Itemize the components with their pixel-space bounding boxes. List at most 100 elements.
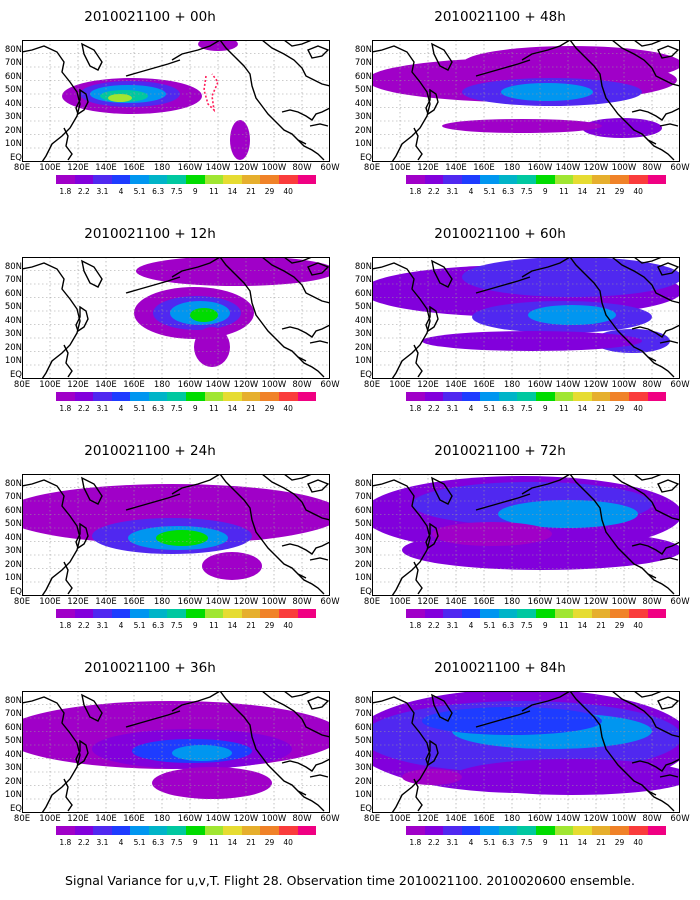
map-panel: 2010021100 + 36h 80N 70N 60N 50N 40N 30N 20N 10N… (0, 651, 340, 863)
latitude-label: 60N (354, 288, 372, 299)
longitude-label: 80W (292, 814, 312, 824)
colorbar-swatch (610, 392, 629, 401)
coastline (611, 691, 680, 738)
longitude-label: 140W (205, 814, 231, 824)
colorbar-label: 14 (577, 838, 588, 847)
colorbar-swatch (167, 392, 187, 401)
latitude-label: 60N (354, 71, 372, 82)
coastline (307, 479, 330, 493)
longitude-label: 160E (473, 380, 495, 390)
colorbar-swatch (610, 175, 629, 184)
map-panel: 2010021100 + 48h 80N 70N 60N 50N 40N 30N 20N 10N… (350, 0, 690, 212)
longitude-label: 160E (123, 814, 145, 824)
colorbar (56, 392, 317, 401)
coastline (569, 257, 657, 362)
coastline (413, 561, 423, 595)
colorbar-swatch (480, 609, 499, 618)
colorbar-swatch (148, 175, 168, 184)
colorbar-swatch (297, 175, 317, 184)
colorbar-label: 21 (246, 621, 256, 630)
colorbar-swatch (628, 609, 648, 618)
colorbar-swatch (111, 392, 131, 401)
latitude-label: 30N (4, 546, 22, 556)
longitude-label: 80E (363, 380, 381, 390)
map-frame (22, 257, 330, 379)
longitude-label: 60W (670, 163, 690, 173)
colorbar-swatch (536, 175, 555, 184)
colorbar-label: 3.1 (446, 187, 459, 196)
coastline (425, 522, 439, 550)
latitude-label: 80N (354, 44, 372, 55)
latitude-label: 60N (354, 722, 372, 733)
coastline (309, 340, 329, 344)
colorbar-label: 40 (283, 621, 293, 630)
colorbar-label: 1.8 (409, 838, 422, 847)
latitude-label: 70N (354, 492, 372, 502)
coastline (171, 474, 221, 495)
longitude-label: 60W (320, 380, 340, 390)
colorbar-label: 6.3 (502, 838, 515, 847)
map-panel: 2010021100 + 72h 80N 70N 60N 50N 40N 30N 20N 10N… (350, 434, 690, 646)
colorbar-swatch (93, 175, 112, 184)
panel-title: 2010021100 + 12h (84, 226, 216, 242)
colorbar-label: 14 (577, 404, 588, 413)
colorbar-label: 7.5 (520, 187, 533, 196)
colorbar-label: 14 (227, 187, 238, 196)
colorbar-swatch (554, 826, 574, 835)
latitude-label: 30N (354, 329, 372, 339)
coastline (261, 257, 330, 304)
latitude-label: 50N (354, 519, 372, 529)
panel-title: 2010021100 + 36h (84, 660, 216, 676)
longitude-label: 120E (67, 163, 89, 173)
colorbar-swatch (148, 826, 168, 835)
colorbar-label: 4 (118, 187, 124, 196)
longitude-label: 120W (233, 597, 259, 607)
latitude-label: EQ (9, 803, 22, 814)
variance-contour (230, 120, 250, 160)
map-frame (372, 257, 680, 379)
longitude-label: 100E (389, 597, 411, 607)
colorbar-label: 6.3 (152, 838, 165, 847)
colorbar-swatch (406, 392, 425, 401)
map-frame (22, 474, 330, 596)
colorbar-swatch (628, 826, 648, 835)
colorbar-label: 29 (264, 838, 275, 847)
colorbar-swatch (498, 392, 518, 401)
coastline (81, 259, 103, 288)
colorbar-swatch (461, 826, 481, 835)
colorbar-swatch (297, 826, 317, 835)
colorbar-label: 3.1 (446, 404, 459, 413)
colorbar-label: 5.1 (483, 838, 496, 847)
colorbar-swatch (536, 609, 555, 618)
colorbar-swatch (241, 826, 261, 835)
coastline (647, 573, 675, 595)
colorbar-label: 9 (542, 404, 548, 413)
coastline (431, 693, 453, 722)
colorbar-label: 11 (209, 404, 219, 413)
colorbar-label: 29 (614, 187, 625, 196)
longitude-label: 80E (363, 814, 381, 824)
map-panel: 2010021100 + 60h 80N 70N 60N 50N 40N 30N 20N 10N… (350, 217, 690, 429)
colorbar-swatch (424, 175, 444, 184)
colorbar-label: 4 (468, 621, 474, 630)
colorbar-label: 9 (542, 838, 548, 847)
colorbar-label: 2.2 (427, 404, 440, 413)
latitude-label: 10N (4, 790, 22, 800)
colorbar-swatch (591, 826, 611, 835)
colorbar-label: 9 (542, 621, 548, 630)
colorbar-swatch (74, 609, 94, 618)
colorbar-swatch (647, 826, 667, 835)
latitude-label: EQ (359, 586, 372, 597)
colorbar (406, 392, 667, 401)
colorbar-swatch (111, 175, 131, 184)
longitude-label: 80E (13, 163, 31, 173)
coastline (413, 127, 423, 161)
latitude-label: 60N (4, 71, 22, 82)
colorbar-label: 40 (283, 404, 293, 413)
colorbar-label: 4 (468, 838, 474, 847)
colorbar-label: 9 (192, 187, 198, 196)
colorbar-swatch (628, 175, 648, 184)
latitude-label: 40N (354, 315, 372, 326)
longitude-label: 180 (503, 814, 521, 824)
map-plot: 80N 70N 60N 50N 40N 30N 20N 10N EQ 80E 100E 120E 140… (5, 40, 340, 173)
